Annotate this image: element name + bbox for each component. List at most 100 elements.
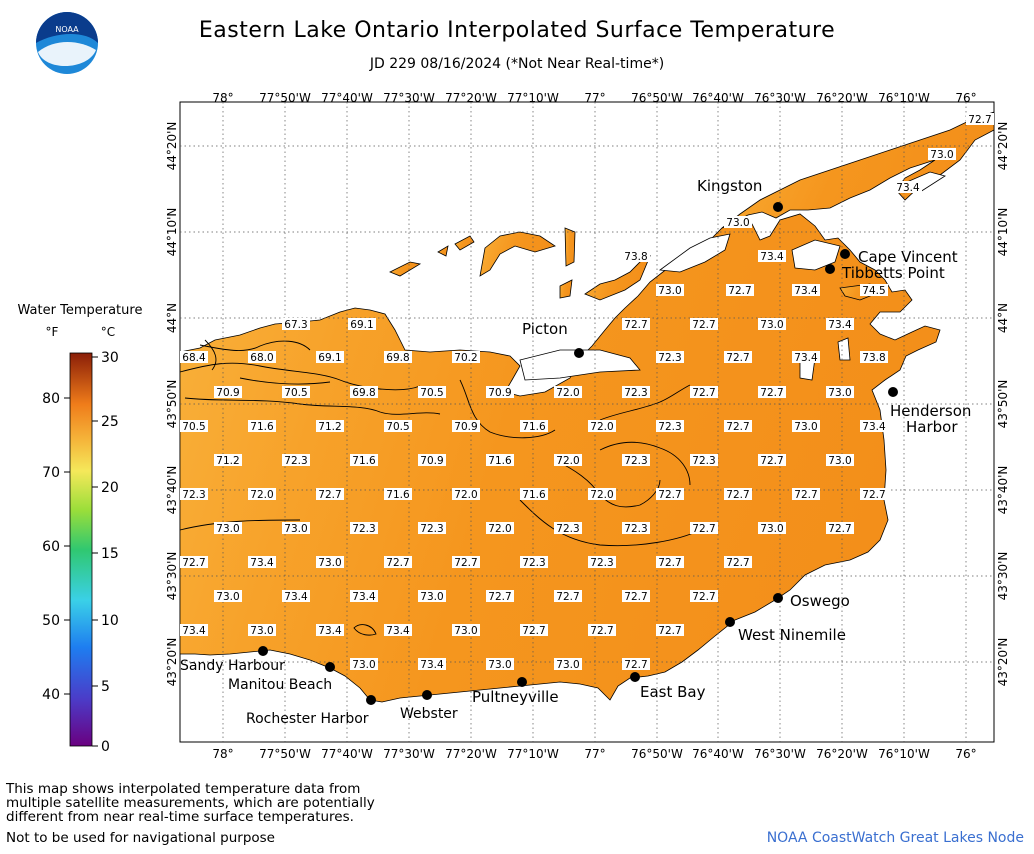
temp-label: 72.3 [590,557,613,569]
lon-label-top: 77°20'W [445,91,497,105]
temp-label-bg [758,522,786,534]
temp-label-bg [792,284,820,296]
temp-label: 69.1 [350,319,373,331]
temperature-labels: 72.7 73.0 73.4 73.0 73.8 73.4 73.0 72.7 73.4 74.5… [180,113,994,671]
temp-label: 72.3 [624,523,647,535]
temp-label: 72.7 [556,591,579,603]
temperature-legend: Water Temperature °F °C 80 70 60 50 40 3… [18,303,143,755]
temp-label-bg [418,454,446,466]
temp-label: 73.0 [828,455,851,467]
temp-label: 72.7 [760,455,783,467]
place-marker [630,672,640,682]
temp-label: 72.7 [624,591,647,603]
lon-label-bottom: 78° [212,747,233,761]
temp-label-bg [520,488,548,500]
temp-label-bg [180,420,208,432]
temp-label: 72.7 [760,387,783,399]
temp-label: 72.0 [250,489,273,501]
temp-label-bg [622,318,650,330]
lon-label-bottom: 77°40'W [321,747,373,761]
temp-label: 73.4 [794,352,818,364]
temp-label-bg [214,522,242,534]
temp-label-bg [554,454,582,466]
temp-label: 71.6 [522,421,546,433]
legend-title: Water Temperature [18,303,143,318]
legend-c-tick: 10 [101,613,119,629]
temp-label-bg [384,420,412,432]
lon-label-bottom: 76° [955,747,976,761]
temp-label: 74.5 [862,285,885,297]
temp-label: 72.3 [556,523,579,535]
place-label-west-ninemile: West Ninemile [738,626,846,644]
place-marker [840,249,850,259]
temp-label: 73.0 [658,285,681,297]
lon-label-bottom: 77°20'W [445,747,497,761]
temp-label: 73.0 [318,557,341,569]
temp-label-bg [316,488,344,500]
temp-label: 71.6 [386,489,410,501]
temp-label: 71.6 [488,455,512,467]
temp-label: 70.5 [420,387,443,399]
lat-label-right: 44°20'N [996,122,1010,171]
temp-label: 72.3 [284,455,307,467]
legend-unit-f: °F [46,325,59,339]
temp-label: 72.3 [658,352,681,364]
note-line-3: different from near real-time surface te… [6,809,354,825]
temp-label: 68.0 [250,352,273,364]
lat-label-left: 44°N [165,303,179,333]
temp-label: 73.0 [760,523,783,535]
temp-label: 72.0 [454,489,477,501]
temp-label-bg [826,318,854,330]
temp-label-bg [826,454,854,466]
temp-label-bg [656,624,684,636]
temp-label: 73.4 [318,625,342,637]
temp-label: 69.8 [352,387,375,399]
map-title: Eastern Lake Ontario Interpolated Surfac… [198,18,836,43]
temp-label: 73.0 [488,659,511,671]
place-marker [325,662,335,672]
noaa-logo: NOAA [36,12,98,74]
temp-label: 72.7 [726,421,749,433]
lon-label-top: 76°20'W [816,91,868,105]
temp-label-bg [214,590,242,602]
legend-c-tick: 15 [101,546,119,562]
temp-label: 72.0 [590,489,613,501]
temp-label: 72.3 [624,387,647,399]
temp-label: 71.2 [216,455,239,467]
temp-label-bg [350,386,378,398]
place-label-tibbetts-point: Tibbetts Point [841,264,945,282]
lon-label-bottom: 77°30'W [383,747,435,761]
temp-label-bg [690,386,718,398]
temp-label: 71.2 [318,421,341,433]
place-marker [517,677,527,687]
temp-label-bg [656,351,684,363]
temp-label: 69.1 [318,352,341,364]
temp-label: 72.7 [862,489,885,501]
map-subtitle: JD 229 08/16/2024 (*Not Near Real-time*) [369,56,665,72]
temp-label-bg [726,284,754,296]
temp-label: 73.4 [760,251,784,263]
lat-label-left: 43°50'N [165,380,179,429]
lat-label-left: 43°40'N [165,466,179,515]
temp-label-bg [418,590,446,602]
temp-label-bg [214,386,242,398]
lat-label-right: 44°10'N [996,208,1010,257]
temp-label-bg [724,488,752,500]
lon-label-bottom: 76°40'W [692,747,744,761]
temp-label-bg [248,556,276,568]
temp-label-bg [656,488,684,500]
lon-label-bottom: 76°50'W [631,747,683,761]
temp-label: 73.0 [216,523,239,535]
legend-c-tick: 20 [101,480,119,496]
place-marker [888,387,898,397]
temp-label-bg [282,386,310,398]
temp-label: 72.7 [624,319,647,331]
temp-label-bg [452,420,480,432]
lon-label-bottom: 77° [584,747,605,761]
lon-label-bottom: 76°20'W [816,747,868,761]
temp-label-bg [622,250,650,262]
note-line-1: This map shows interpolated temperature … [6,781,361,797]
temp-label-bg [724,556,752,568]
temp-label: 72.7 [658,625,681,637]
temp-label: 70.5 [182,421,205,433]
